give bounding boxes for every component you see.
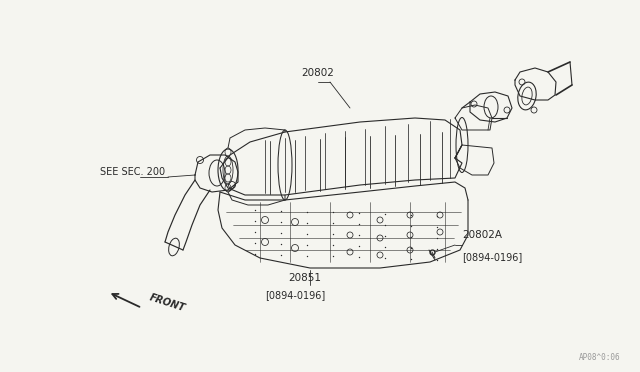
Text: [0894-0196]: [0894-0196]	[265, 290, 325, 300]
Text: 20851: 20851	[289, 273, 321, 283]
Text: FRONT: FRONT	[148, 292, 186, 314]
Text: [0894-0196]: [0894-0196]	[462, 240, 522, 262]
Text: AP08^0:06: AP08^0:06	[579, 353, 620, 362]
Text: 20802: 20802	[301, 68, 335, 78]
Text: 20802A: 20802A	[462, 230, 502, 240]
Text: SEE SEC. 200: SEE SEC. 200	[100, 167, 165, 177]
